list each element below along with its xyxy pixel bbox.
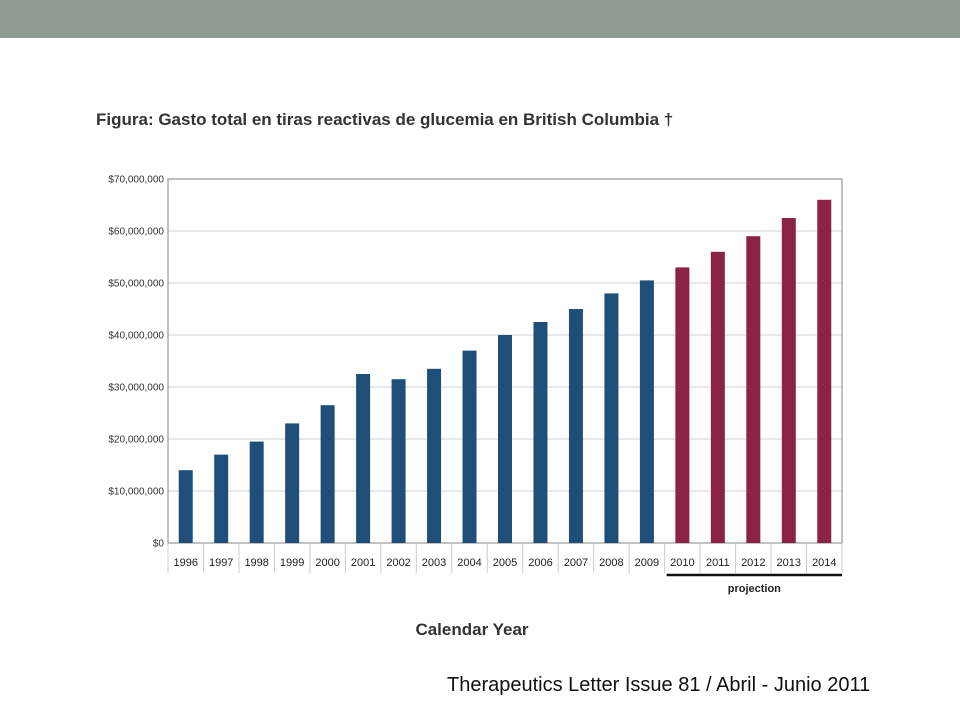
bar xyxy=(391,379,406,543)
bar xyxy=(214,454,229,543)
x-tick-label: 2001 xyxy=(351,557,375,569)
x-tick-label: 2011 xyxy=(706,557,730,569)
x-axis-label: Calendar Year xyxy=(415,620,528,639)
y-tick-label: $70,000,000 xyxy=(108,175,164,186)
bar xyxy=(639,280,654,543)
x-tick-label: 1998 xyxy=(244,557,268,569)
source-citation: Therapeutics Letter Issue 81 / Abril - J… xyxy=(447,674,871,696)
x-tick-label: 2006 xyxy=(528,557,552,569)
bar-projection xyxy=(675,267,690,543)
x-tick-label: 2005 xyxy=(493,557,517,569)
y-tick-label: $20,000,000 xyxy=(108,435,164,446)
bar-projection xyxy=(781,218,796,543)
x-tick-label: 2012 xyxy=(741,557,765,569)
x-tick-label: 2003 xyxy=(422,557,446,569)
header-band xyxy=(0,0,960,38)
x-tick-label: 2004 xyxy=(457,557,481,569)
bar-projection xyxy=(817,199,832,544)
bar xyxy=(249,441,264,543)
bar xyxy=(604,293,619,543)
bar-projection xyxy=(710,251,725,544)
x-tick-label: 1999 xyxy=(280,557,304,569)
x-tick-label: 2007 xyxy=(564,557,588,569)
y-tick-label: $60,000,000 xyxy=(108,227,164,238)
x-tick-label: 1996 xyxy=(173,557,197,569)
bar xyxy=(356,374,371,543)
bar xyxy=(320,405,335,543)
bar xyxy=(178,470,193,543)
bar-projection xyxy=(746,236,761,543)
y-tick-label: $40,000,000 xyxy=(108,331,164,342)
bar xyxy=(462,350,477,543)
chart-title: Figura: Gasto total en tiras reactivas d… xyxy=(96,110,674,129)
x-tick-label: 2002 xyxy=(386,557,410,569)
x-tick-label: 2008 xyxy=(599,557,623,569)
x-tick-label: 1997 xyxy=(209,557,233,569)
bar xyxy=(285,423,300,543)
x-tick-label: 2013 xyxy=(777,557,801,569)
x-tick-label: 2014 xyxy=(812,557,836,569)
y-tick-label: $10,000,000 xyxy=(108,487,164,498)
y-tick-label: $50,000,000 xyxy=(108,279,164,290)
projection-label: projection xyxy=(728,583,781,595)
bar xyxy=(568,309,583,543)
bar xyxy=(533,322,548,543)
x-tick-label: 2009 xyxy=(635,557,659,569)
bar xyxy=(498,335,512,543)
y-tick-label: $0 xyxy=(153,539,165,550)
y-tick-label: $30,000,000 xyxy=(108,383,164,394)
x-tick-label: 2010 xyxy=(670,557,694,569)
x-tick-label: 2000 xyxy=(315,557,339,569)
bar xyxy=(427,368,442,543)
